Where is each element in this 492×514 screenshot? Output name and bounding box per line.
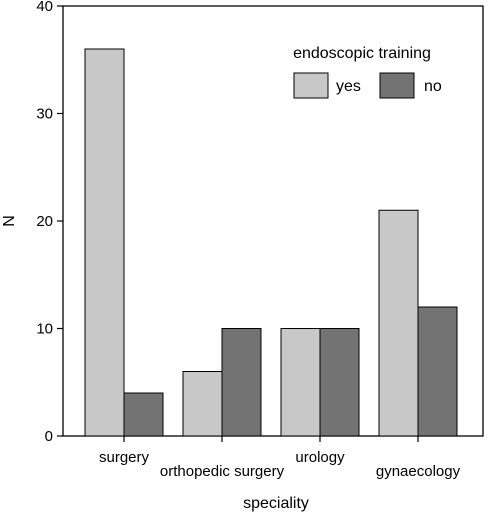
y-axis-label: N [1,215,18,227]
bar-yes-3 [378,209,419,437]
bar-yes-1 [182,371,223,437]
legend-swatch-no [379,72,415,99]
x-tick-label: orthopedic surgery [160,463,285,480]
bars [84,48,458,437]
y-tick-label: 40 [36,0,53,15]
bar-yes-0 [84,48,125,437]
y-tick-label: 10 [36,321,53,338]
y-tick-label: 30 [36,106,53,123]
legend-swatch-yes [293,72,329,99]
bar-no-2 [319,328,360,437]
legend-label-no: no [424,78,442,95]
y-tick-label: 20 [36,213,53,230]
bar-no-3 [417,306,458,437]
x-tick-label: surgery [99,449,150,466]
legend-title: endoscopic training [293,45,431,62]
y-axis: 0 10 20 30 40 [36,0,63,445]
bar-yes-2 [280,328,321,437]
x-axis: surgery orthopedic surgery urology gynaecol… [99,436,461,480]
y-tick-label: 0 [45,428,53,445]
bar-no-1 [221,328,262,437]
legend: endoscopic training yes no [293,45,442,99]
x-tick-label: gynaecology [376,463,461,480]
x-tick-label: urology [295,449,345,466]
bar-no-0 [123,392,164,437]
x-axis-label: speciality [243,495,309,512]
legend-label-yes: yes [336,78,361,95]
